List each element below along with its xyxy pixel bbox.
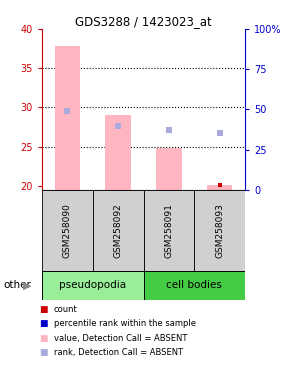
Text: ■: ■: [39, 348, 48, 358]
Bar: [55, 46, 80, 190]
Text: rank, Detection Call = ABSENT: rank, Detection Call = ABSENT: [54, 348, 183, 358]
Text: GSM258090: GSM258090: [63, 203, 72, 258]
Text: GSM258092: GSM258092: [114, 203, 123, 258]
Text: GSM258093: GSM258093: [215, 203, 224, 258]
Text: other: other: [3, 280, 31, 290]
Text: cell bodies: cell bodies: [166, 280, 222, 290]
Bar: [194, 190, 245, 271]
Text: ■: ■: [39, 305, 48, 314]
Text: ■: ■: [39, 334, 48, 343]
Bar: [42, 190, 93, 271]
Text: pseudopodia: pseudopodia: [59, 280, 126, 290]
Text: value, Detection Call = ABSENT: value, Detection Call = ABSENT: [54, 334, 187, 343]
Bar: [106, 115, 131, 190]
Bar: [93, 190, 144, 271]
Title: GDS3288 / 1423023_at: GDS3288 / 1423023_at: [75, 15, 212, 28]
Bar: [144, 271, 245, 300]
Text: count: count: [54, 305, 77, 314]
Bar: [207, 185, 232, 190]
Bar: [42, 271, 144, 300]
Bar: [156, 147, 182, 190]
Text: percentile rank within the sample: percentile rank within the sample: [54, 319, 196, 328]
Bar: [144, 190, 194, 271]
Text: ▶: ▶: [23, 280, 32, 290]
Text: ■: ■: [39, 319, 48, 328]
Text: GSM258091: GSM258091: [164, 203, 173, 258]
